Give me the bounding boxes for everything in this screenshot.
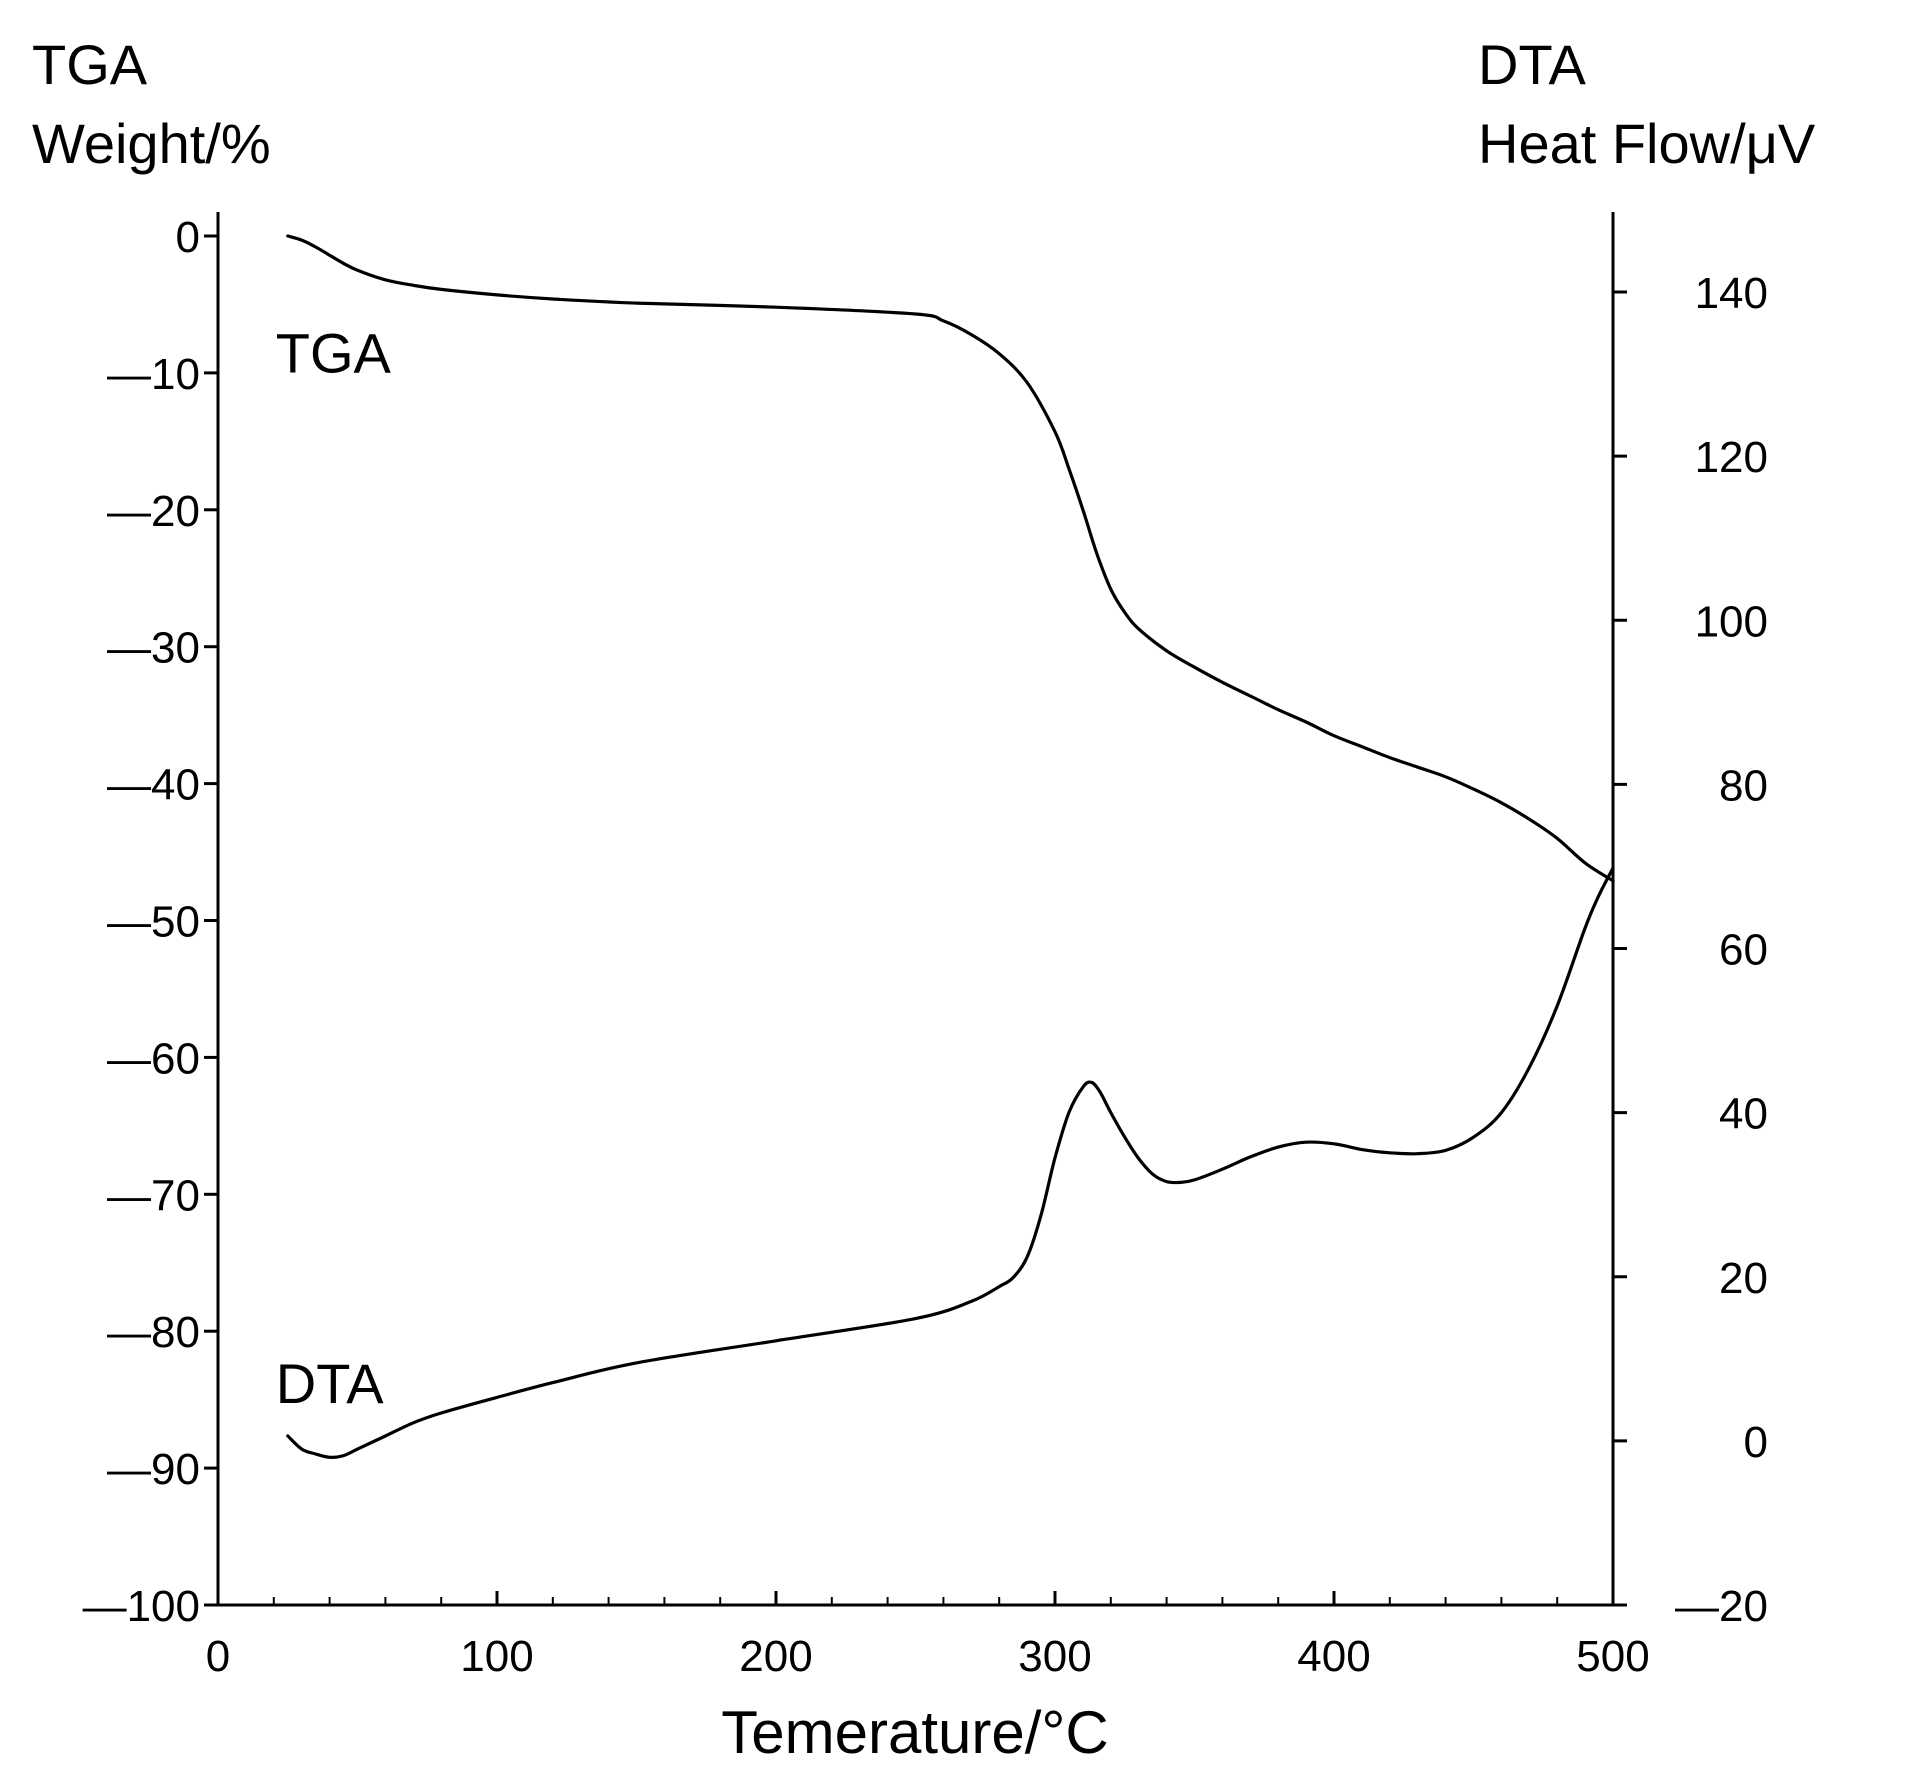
x-tick-label: 400 (1297, 1632, 1370, 1681)
curve-label-tga: TGA (276, 321, 392, 384)
left-y-tick-label: —90 (107, 1445, 200, 1494)
left-y-tick-label: —60 (107, 1034, 200, 1083)
left-y-tick-label: —100 (83, 1582, 200, 1631)
x-tick-label: 200 (739, 1632, 812, 1681)
left-axis-title-line1: TGA (32, 33, 148, 96)
series-line-dta (286, 866, 1615, 1459)
right-y-tick-label: 60 (1719, 926, 1768, 975)
left-y-ticks: 0 —10 —20 —30 —40 —50 —60 —70 —80 —90 —100 (83, 213, 218, 1631)
left-y-tick-label: —20 (107, 487, 200, 536)
right-y-tick-label: 40 (1719, 1090, 1768, 1139)
x-tick-label: 500 (1576, 1632, 1649, 1681)
right-y-tick-label: 0 (1744, 1418, 1768, 1467)
right-y-tick-label: —20 (1675, 1582, 1768, 1631)
x-axis-label: Temerature/°C (721, 1699, 1108, 1766)
right-y-ticks: 140 120 100 80 60 40 20 0 —20 (1613, 269, 1768, 1631)
right-y-tick-label: 140 (1695, 269, 1768, 318)
left-y-tick-label: —80 (107, 1308, 200, 1357)
series-group (286, 234, 1615, 1459)
curve-label-dta: DTA (276, 1352, 384, 1415)
left-y-tick-label: —10 (107, 350, 200, 399)
right-y-tick-label: 120 (1695, 433, 1768, 482)
left-axis-title-line2: Weight/% (32, 112, 271, 175)
right-y-tick-label: 80 (1719, 761, 1768, 810)
right-y-tick-label: 20 (1719, 1254, 1768, 1303)
series-line-tga (286, 234, 1615, 883)
right-y-tick-label: 100 (1695, 597, 1768, 646)
left-y-tick-label: —30 (107, 624, 200, 673)
x-tick-label: 100 (460, 1632, 533, 1681)
left-y-tick-label: 0 (176, 213, 200, 262)
right-axis-title-line1: DTA (1478, 33, 1586, 96)
x-tick-label: 0 (206, 1632, 230, 1681)
left-y-tick-label: —70 (107, 1171, 200, 1220)
x-tick-label: 300 (1018, 1632, 1091, 1681)
curve-labels: TGA DTA (276, 321, 392, 1415)
x-ticks: 0 100 200 300 400 500 (206, 1591, 1650, 1681)
left-y-tick-label: —50 (107, 898, 200, 947)
left-y-tick-label: —40 (107, 761, 200, 810)
right-axis-title-line2: Heat Flow/μV (1478, 112, 1816, 175)
